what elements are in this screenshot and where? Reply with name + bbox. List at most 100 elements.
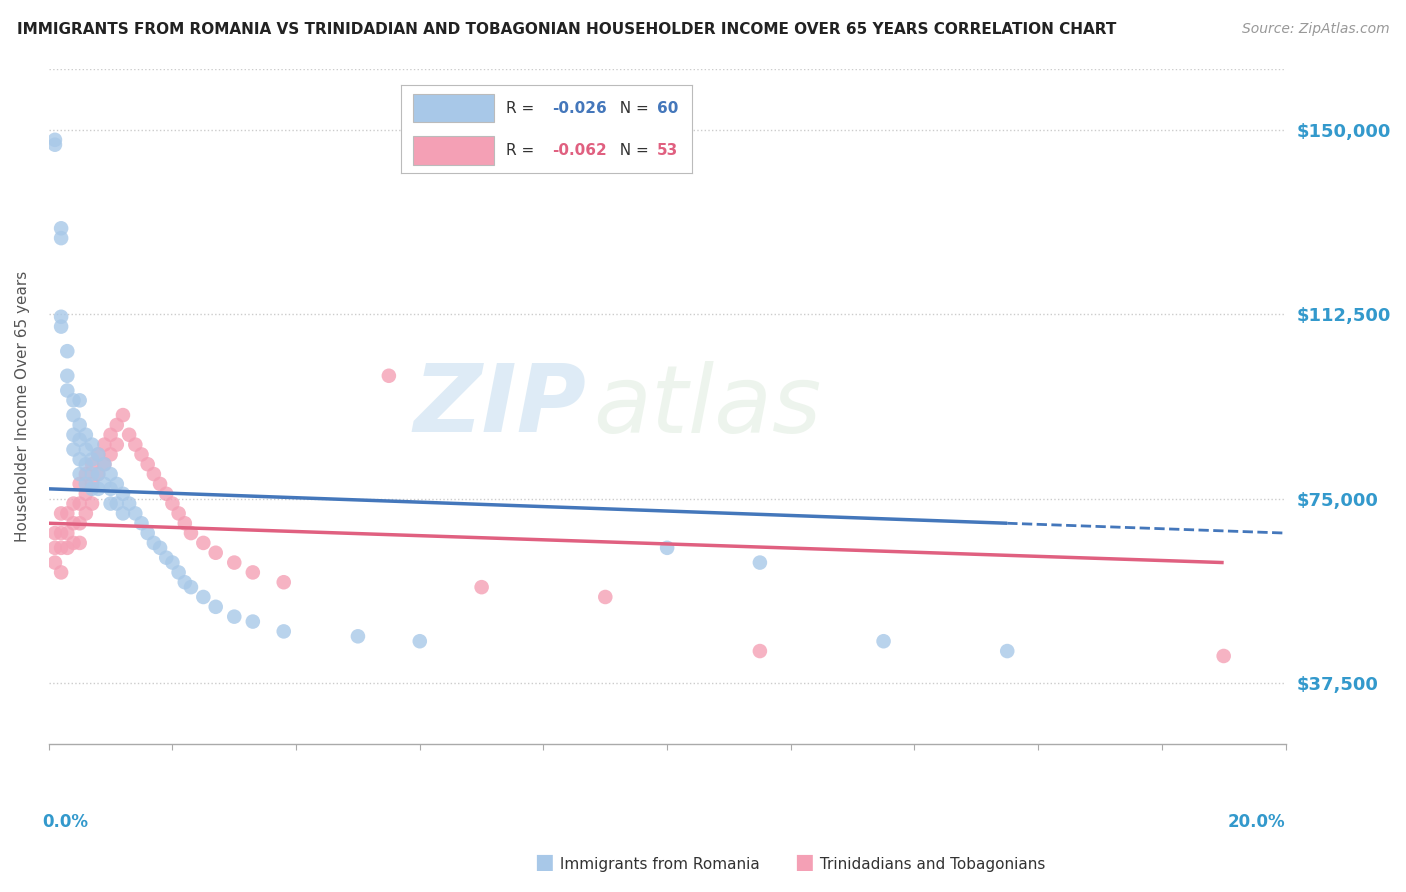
- Point: [56, 541, 79, 555]
- Point: [49, 526, 72, 541]
- Point: [62, 393, 84, 408]
- Text: Source: ZipAtlas.com: Source: ZipAtlas.com: [1241, 22, 1389, 37]
- Point: [136, 526, 159, 541]
- Point: [173, 575, 195, 590]
- Point: [80, 477, 103, 491]
- Point: [75, 507, 97, 521]
- Point: [93, 437, 115, 451]
- Point: [100, 482, 122, 496]
- Point: [162, 556, 184, 570]
- Point: [56, 507, 79, 521]
- Point: [49, 541, 72, 555]
- Point: [111, 487, 134, 501]
- Point: [87, 482, 110, 496]
- Point: [62, 516, 84, 531]
- Point: [49, 507, 72, 521]
- Text: 20.0%: 20.0%: [1227, 814, 1285, 831]
- Point: [409, 634, 432, 648]
- Point: [124, 507, 146, 521]
- Point: [118, 427, 141, 442]
- Point: [62, 497, 84, 511]
- Point: [105, 497, 128, 511]
- Point: [111, 408, 134, 422]
- Point: [655, 541, 678, 555]
- Point: [44, 556, 66, 570]
- Point: [49, 310, 72, 324]
- Point: [69, 477, 91, 491]
- Point: [75, 467, 97, 481]
- Point: [204, 546, 226, 560]
- Point: [80, 482, 103, 496]
- Point: [80, 452, 103, 467]
- Point: [44, 541, 66, 555]
- Point: [80, 457, 103, 471]
- Point: [136, 457, 159, 471]
- Point: [595, 590, 617, 604]
- Point: [347, 629, 370, 643]
- Point: [87, 467, 110, 481]
- Point: [142, 536, 165, 550]
- Point: [75, 477, 97, 491]
- Y-axis label: Householder Income Over 65 years: Householder Income Over 65 years: [15, 271, 30, 542]
- Point: [56, 384, 79, 398]
- Point: [75, 487, 97, 501]
- Point: [242, 615, 264, 629]
- Text: atlas: atlas: [593, 361, 821, 452]
- Point: [49, 319, 72, 334]
- Point: [44, 137, 66, 152]
- Point: [100, 427, 122, 442]
- Point: [167, 507, 190, 521]
- Point: [75, 442, 97, 457]
- Point: [204, 599, 226, 614]
- Point: [69, 497, 91, 511]
- Point: [69, 433, 91, 447]
- Point: [162, 497, 184, 511]
- Point: [155, 487, 177, 501]
- Point: [44, 526, 66, 541]
- Point: [167, 566, 190, 580]
- Point: [49, 221, 72, 235]
- Point: [69, 393, 91, 408]
- Text: ZIP: ZIP: [413, 360, 586, 452]
- Point: [105, 477, 128, 491]
- Point: [273, 575, 295, 590]
- Point: [80, 467, 103, 481]
- Point: [69, 417, 91, 432]
- Text: 0.0%: 0.0%: [42, 814, 89, 831]
- Point: [180, 580, 202, 594]
- Point: [273, 624, 295, 639]
- Point: [87, 447, 110, 461]
- Point: [62, 442, 84, 457]
- Text: ■: ■: [534, 853, 554, 872]
- Point: [242, 566, 264, 580]
- Point: [49, 566, 72, 580]
- Point: [224, 556, 246, 570]
- Point: [100, 497, 122, 511]
- Text: IMMIGRANTS FROM ROMANIA VS TRINIDADIAN AND TOBAGONIAN HOUSEHOLDER INCOME OVER 65: IMMIGRANTS FROM ROMANIA VS TRINIDADIAN A…: [17, 22, 1116, 37]
- Point: [69, 467, 91, 481]
- Point: [100, 447, 122, 461]
- Point: [193, 590, 215, 604]
- Point: [93, 477, 115, 491]
- Point: [87, 467, 110, 481]
- Point: [44, 133, 66, 147]
- Point: [378, 368, 401, 383]
- Point: [75, 427, 97, 442]
- Point: [224, 609, 246, 624]
- Point: [142, 467, 165, 481]
- Point: [748, 556, 770, 570]
- Point: [149, 541, 172, 555]
- Point: [62, 536, 84, 550]
- Point: [995, 644, 1018, 658]
- Point: [471, 580, 494, 594]
- Point: [56, 344, 79, 359]
- Point: [100, 467, 122, 481]
- Point: [93, 457, 115, 471]
- Point: [56, 526, 79, 541]
- Text: Immigrants from Romania: Immigrants from Romania: [555, 857, 761, 872]
- Text: Trinidadians and Tobagonians: Trinidadians and Tobagonians: [815, 857, 1046, 872]
- Point: [155, 550, 177, 565]
- Point: [62, 408, 84, 422]
- Point: [75, 457, 97, 471]
- Point: [93, 457, 115, 471]
